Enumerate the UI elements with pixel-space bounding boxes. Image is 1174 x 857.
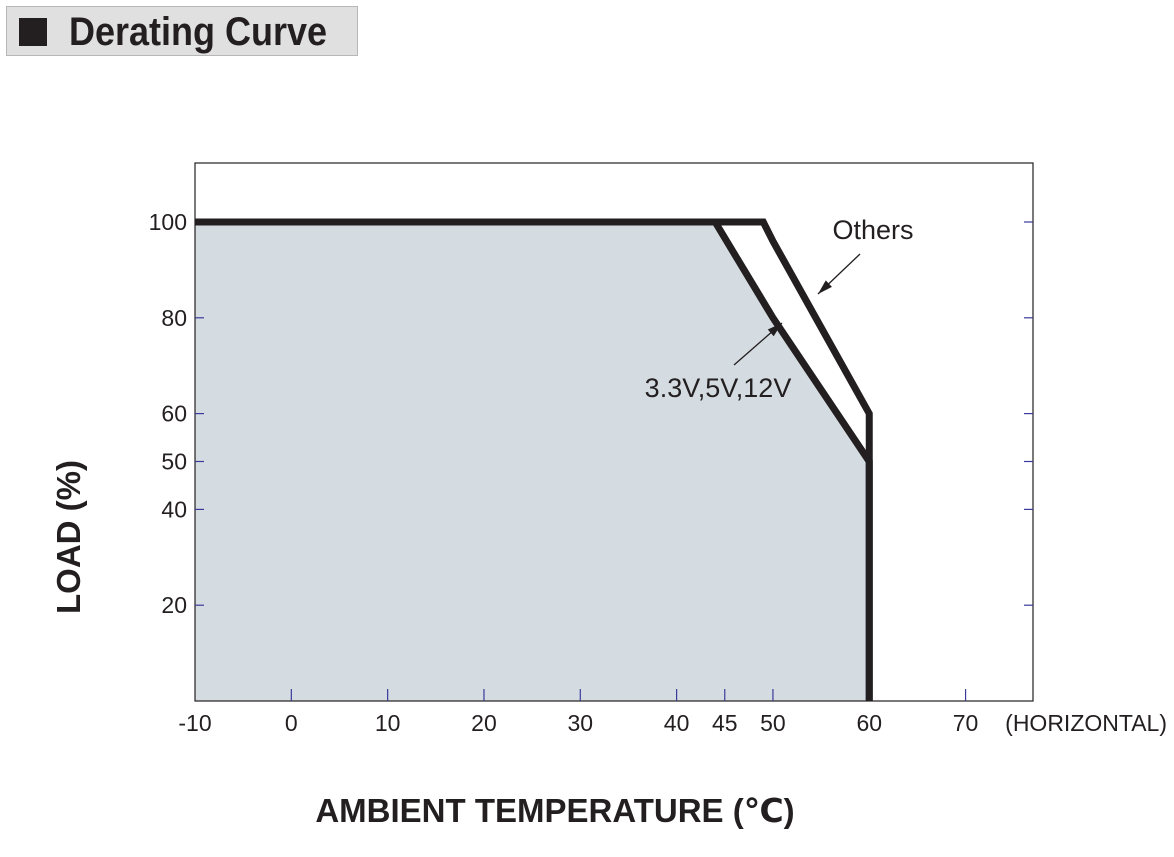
y-tick-label: 40 bbox=[161, 496, 187, 522]
x-axis-note: (HORIZONTAL) bbox=[1005, 710, 1167, 736]
y-tick-label: 50 bbox=[161, 449, 187, 475]
x-tick-label: 70 bbox=[953, 710, 979, 736]
x-tick-label: 10 bbox=[375, 710, 401, 736]
x-tick-label: 50 bbox=[760, 710, 786, 736]
annotations: Others 3.3V,5V,12V bbox=[645, 215, 914, 403]
axis-labels: -10 0 10 20 30 40 45 50 60 70 20 40 50 60 80 100 (HORIZO… bbox=[50, 209, 1167, 829]
x-tick-label: 30 bbox=[567, 710, 593, 736]
x-tick-label: 40 bbox=[664, 710, 690, 736]
curve-lines bbox=[195, 218, 873, 701]
section-header: Derating Curve bbox=[6, 6, 358, 56]
axis-ticks bbox=[195, 221, 1033, 701]
low-voltage-arrow-head bbox=[767, 323, 782, 337]
series-line-low-voltage bbox=[195, 218, 873, 701]
x-tick-label: 0 bbox=[285, 710, 298, 736]
y-axis-title: LOAD (%) bbox=[50, 460, 87, 614]
x-tick-label: 45 bbox=[712, 710, 738, 736]
x-tick-label: -10 bbox=[178, 710, 211, 736]
x-tick-label: 60 bbox=[856, 710, 882, 736]
y-tick-label: 80 bbox=[161, 305, 187, 331]
annotation-others: Others bbox=[832, 215, 913, 245]
x-axis-title: AMBIENT TEMPERATURE (℃) bbox=[315, 792, 794, 829]
others-arrow-head bbox=[818, 280, 832, 294]
plot-frame bbox=[194, 162, 1034, 702]
x-tick-label: 20 bbox=[471, 710, 497, 736]
series-line-others bbox=[715, 218, 873, 701]
annotation-3v3-5v-12v: 3.3V,5V,12V bbox=[645, 373, 792, 403]
y-tick-label: 100 bbox=[149, 209, 187, 235]
y-tick-label: 60 bbox=[161, 401, 187, 427]
safe-operating-area bbox=[195, 222, 870, 701]
section-title: Derating Curve bbox=[69, 10, 328, 54]
header-square-icon bbox=[19, 18, 47, 46]
y-tick-label: 20 bbox=[161, 592, 187, 618]
area-fill-3v3-5v-12v bbox=[195, 222, 870, 701]
